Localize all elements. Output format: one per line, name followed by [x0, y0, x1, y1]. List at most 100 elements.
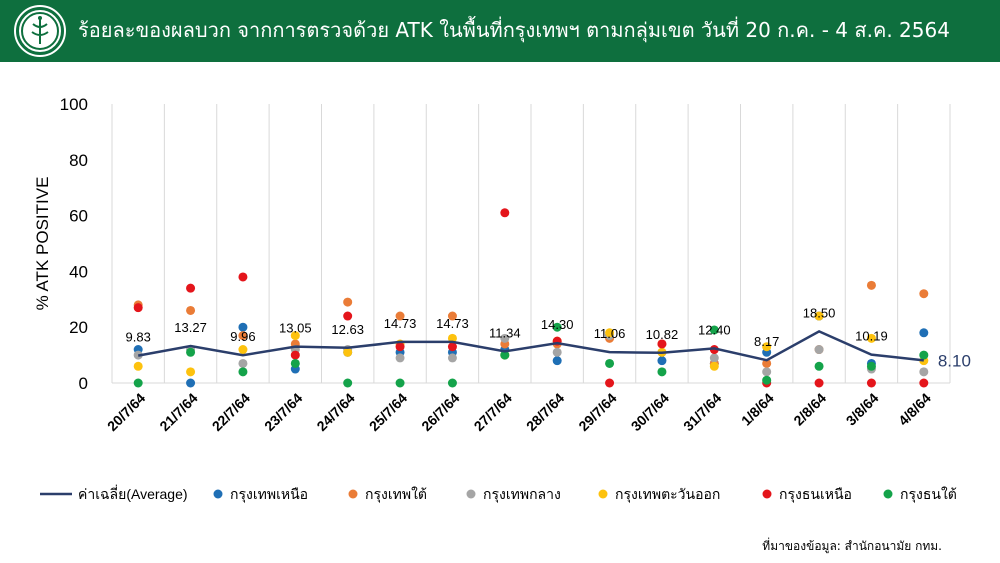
point [447, 378, 457, 388]
x-tick-label: 27/7/64 [471, 390, 515, 434]
point [709, 325, 719, 335]
average-data-labels: 9.83 13.27 9.96 13.05 12.63 14.73 14.73 11.34 14… [126, 305, 971, 370]
point [919, 367, 929, 377]
x-tick-label: 24/7/64 [313, 390, 357, 434]
point [866, 333, 876, 343]
point [186, 378, 196, 388]
point [657, 367, 667, 377]
y-tick-label: 0 [79, 374, 88, 393]
point [186, 347, 196, 357]
y-tick-label: 40 [69, 262, 88, 281]
point [133, 378, 143, 388]
point [919, 289, 929, 299]
point [238, 345, 248, 355]
point [605, 378, 615, 388]
average-series [137, 330, 924, 362]
data-label: 9.83 [126, 330, 151, 345]
point [343, 378, 353, 388]
legend-swatch [598, 489, 608, 499]
point [447, 311, 457, 321]
point [552, 347, 562, 357]
x-tick-label: 30/7/64 [628, 390, 672, 434]
x-tick-label: 3/8/64 [843, 390, 882, 429]
point [343, 311, 353, 321]
x-tick-label: 22/7/64 [209, 390, 253, 434]
point [552, 356, 562, 366]
legend-label: กรุงเทพใต้ [365, 486, 427, 503]
data-label: 14.30 [541, 317, 574, 332]
x-tick-label: 21/7/64 [156, 390, 200, 434]
data-label: 14.73 [436, 316, 469, 331]
point [866, 378, 876, 388]
point [133, 361, 143, 371]
point [709, 353, 719, 363]
point [395, 311, 405, 321]
data-label: 10.82 [646, 327, 679, 342]
atk-positive-chart: 0 20 40 60 80 100 % ATK POSITIVE 20/7/64 21/7/… [33, 95, 971, 503]
average-line [137, 330, 924, 362]
data-label: 18.50 [803, 305, 836, 320]
point [133, 303, 143, 313]
legend-swatch [883, 489, 893, 499]
legend-label: กรุงเทพเหนือ [230, 486, 308, 503]
data-label: 12.40 [698, 322, 731, 337]
legend-label: กรุงเทพตะวันออก [615, 486, 720, 503]
x-tick-label: 20/7/64 [104, 390, 148, 434]
x-tick-label: 25/7/64 [366, 390, 410, 434]
legend-swatch [213, 489, 223, 499]
data-source-note: ที่มาของข้อมูล: สำนักอนามัย กทม. [762, 539, 942, 553]
legend-label: กรุงเทพกลาง [483, 486, 561, 503]
x-tick-label: 26/7/64 [418, 390, 462, 434]
data-label: 10.19 [855, 329, 888, 344]
legend-label: กรุงธนเหนือ [779, 486, 852, 503]
point [605, 358, 615, 368]
y-axis-ticks: 0 20 40 60 80 100 [60, 95, 88, 393]
emblem-icon [21, 12, 59, 50]
legend-swatch [348, 489, 358, 499]
point [919, 328, 929, 338]
point [290, 358, 300, 368]
point [343, 297, 353, 307]
x-tick-label: 31/7/64 [680, 390, 724, 434]
y-tick-label: 20 [69, 318, 88, 337]
point [395, 378, 405, 388]
point [814, 378, 824, 388]
point [395, 353, 405, 363]
chart-grid [111, 104, 951, 384]
point [500, 208, 510, 218]
point [866, 280, 876, 290]
point [919, 350, 929, 360]
point [657, 356, 667, 366]
header-bar: ร้อยละของผลบวก จากการตรวจด้วย ATK ในพื้น… [0, 0, 1000, 62]
point [395, 342, 405, 352]
point [762, 375, 772, 385]
point [814, 311, 824, 321]
point [447, 342, 457, 352]
x-axis-ticks: 20/7/64 21/7/64 22/7/64 23/7/64 24/7/64 25/7/… [104, 390, 934, 434]
data-label: 11.34 [489, 325, 521, 340]
point [238, 272, 248, 282]
point [605, 328, 615, 338]
x-tick-label: 28/7/64 [523, 390, 567, 434]
point [290, 350, 300, 360]
point [709, 361, 719, 371]
point [762, 358, 772, 368]
point [814, 345, 824, 355]
point [186, 305, 196, 315]
legend-swatch [466, 489, 476, 499]
point [186, 283, 196, 293]
x-tick-label: 4/8/64 [895, 390, 934, 429]
point [238, 322, 248, 332]
point [657, 339, 667, 349]
point [186, 367, 196, 377]
point [762, 367, 772, 377]
point [919, 378, 929, 388]
ministry-logo [14, 5, 66, 57]
data-label: 13.05 [279, 321, 312, 336]
point [290, 331, 300, 341]
point [866, 361, 876, 371]
x-tick-label: 29/7/64 [575, 390, 619, 434]
point [552, 322, 562, 332]
point [447, 353, 457, 363]
data-label: 14.73 [384, 316, 417, 331]
